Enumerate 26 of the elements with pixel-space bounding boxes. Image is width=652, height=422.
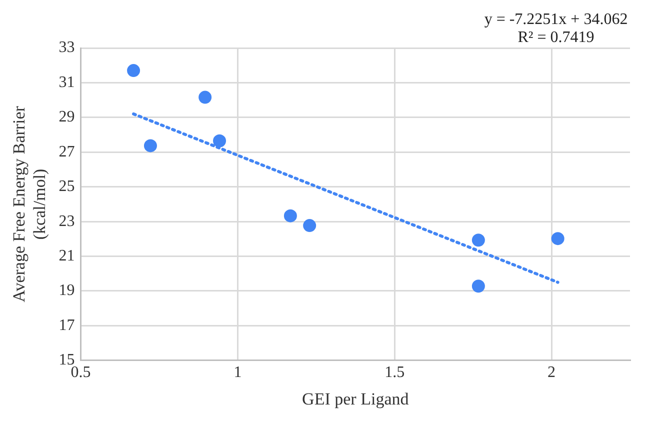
- y-tick-label: 29: [58, 108, 75, 126]
- text: y = -7.2251x + 34.062: [484, 11, 628, 28]
- y-tick-label: 19: [58, 282, 75, 300]
- point: [213, 134, 226, 148]
- x-tick-label: 1.5: [384, 364, 405, 382]
- point: [284, 209, 297, 222]
- y-tick-label: 27: [58, 143, 75, 160]
- point: [303, 219, 316, 232]
- y-tick-label: 25: [58, 178, 75, 196]
- y-tick-label: 21: [58, 247, 75, 264]
- y-tick-label: 31: [58, 74, 75, 91]
- y-tick-label: 33: [58, 39, 75, 56]
- y-tick-label: 17: [58, 316, 75, 334]
- point: [144, 139, 157, 152]
- x-tick-label: 2: [548, 364, 556, 382]
- x-tick-label: 0.5: [70, 364, 91, 382]
- point: [198, 90, 212, 104]
- x-axis-title: GEI per Ligand: [302, 389, 410, 408]
- y-axis-title: Average Free Energy Barrier (kcal/mol): [10, 106, 50, 302]
- point: [472, 234, 485, 247]
- point: [551, 232, 564, 246]
- text: R² = 0.7419: [518, 29, 594, 46]
- point: [127, 64, 140, 78]
- point: [472, 280, 485, 293]
- y-tick-label: 23: [58, 212, 75, 230]
- x-tick-label: 1: [234, 364, 242, 382]
